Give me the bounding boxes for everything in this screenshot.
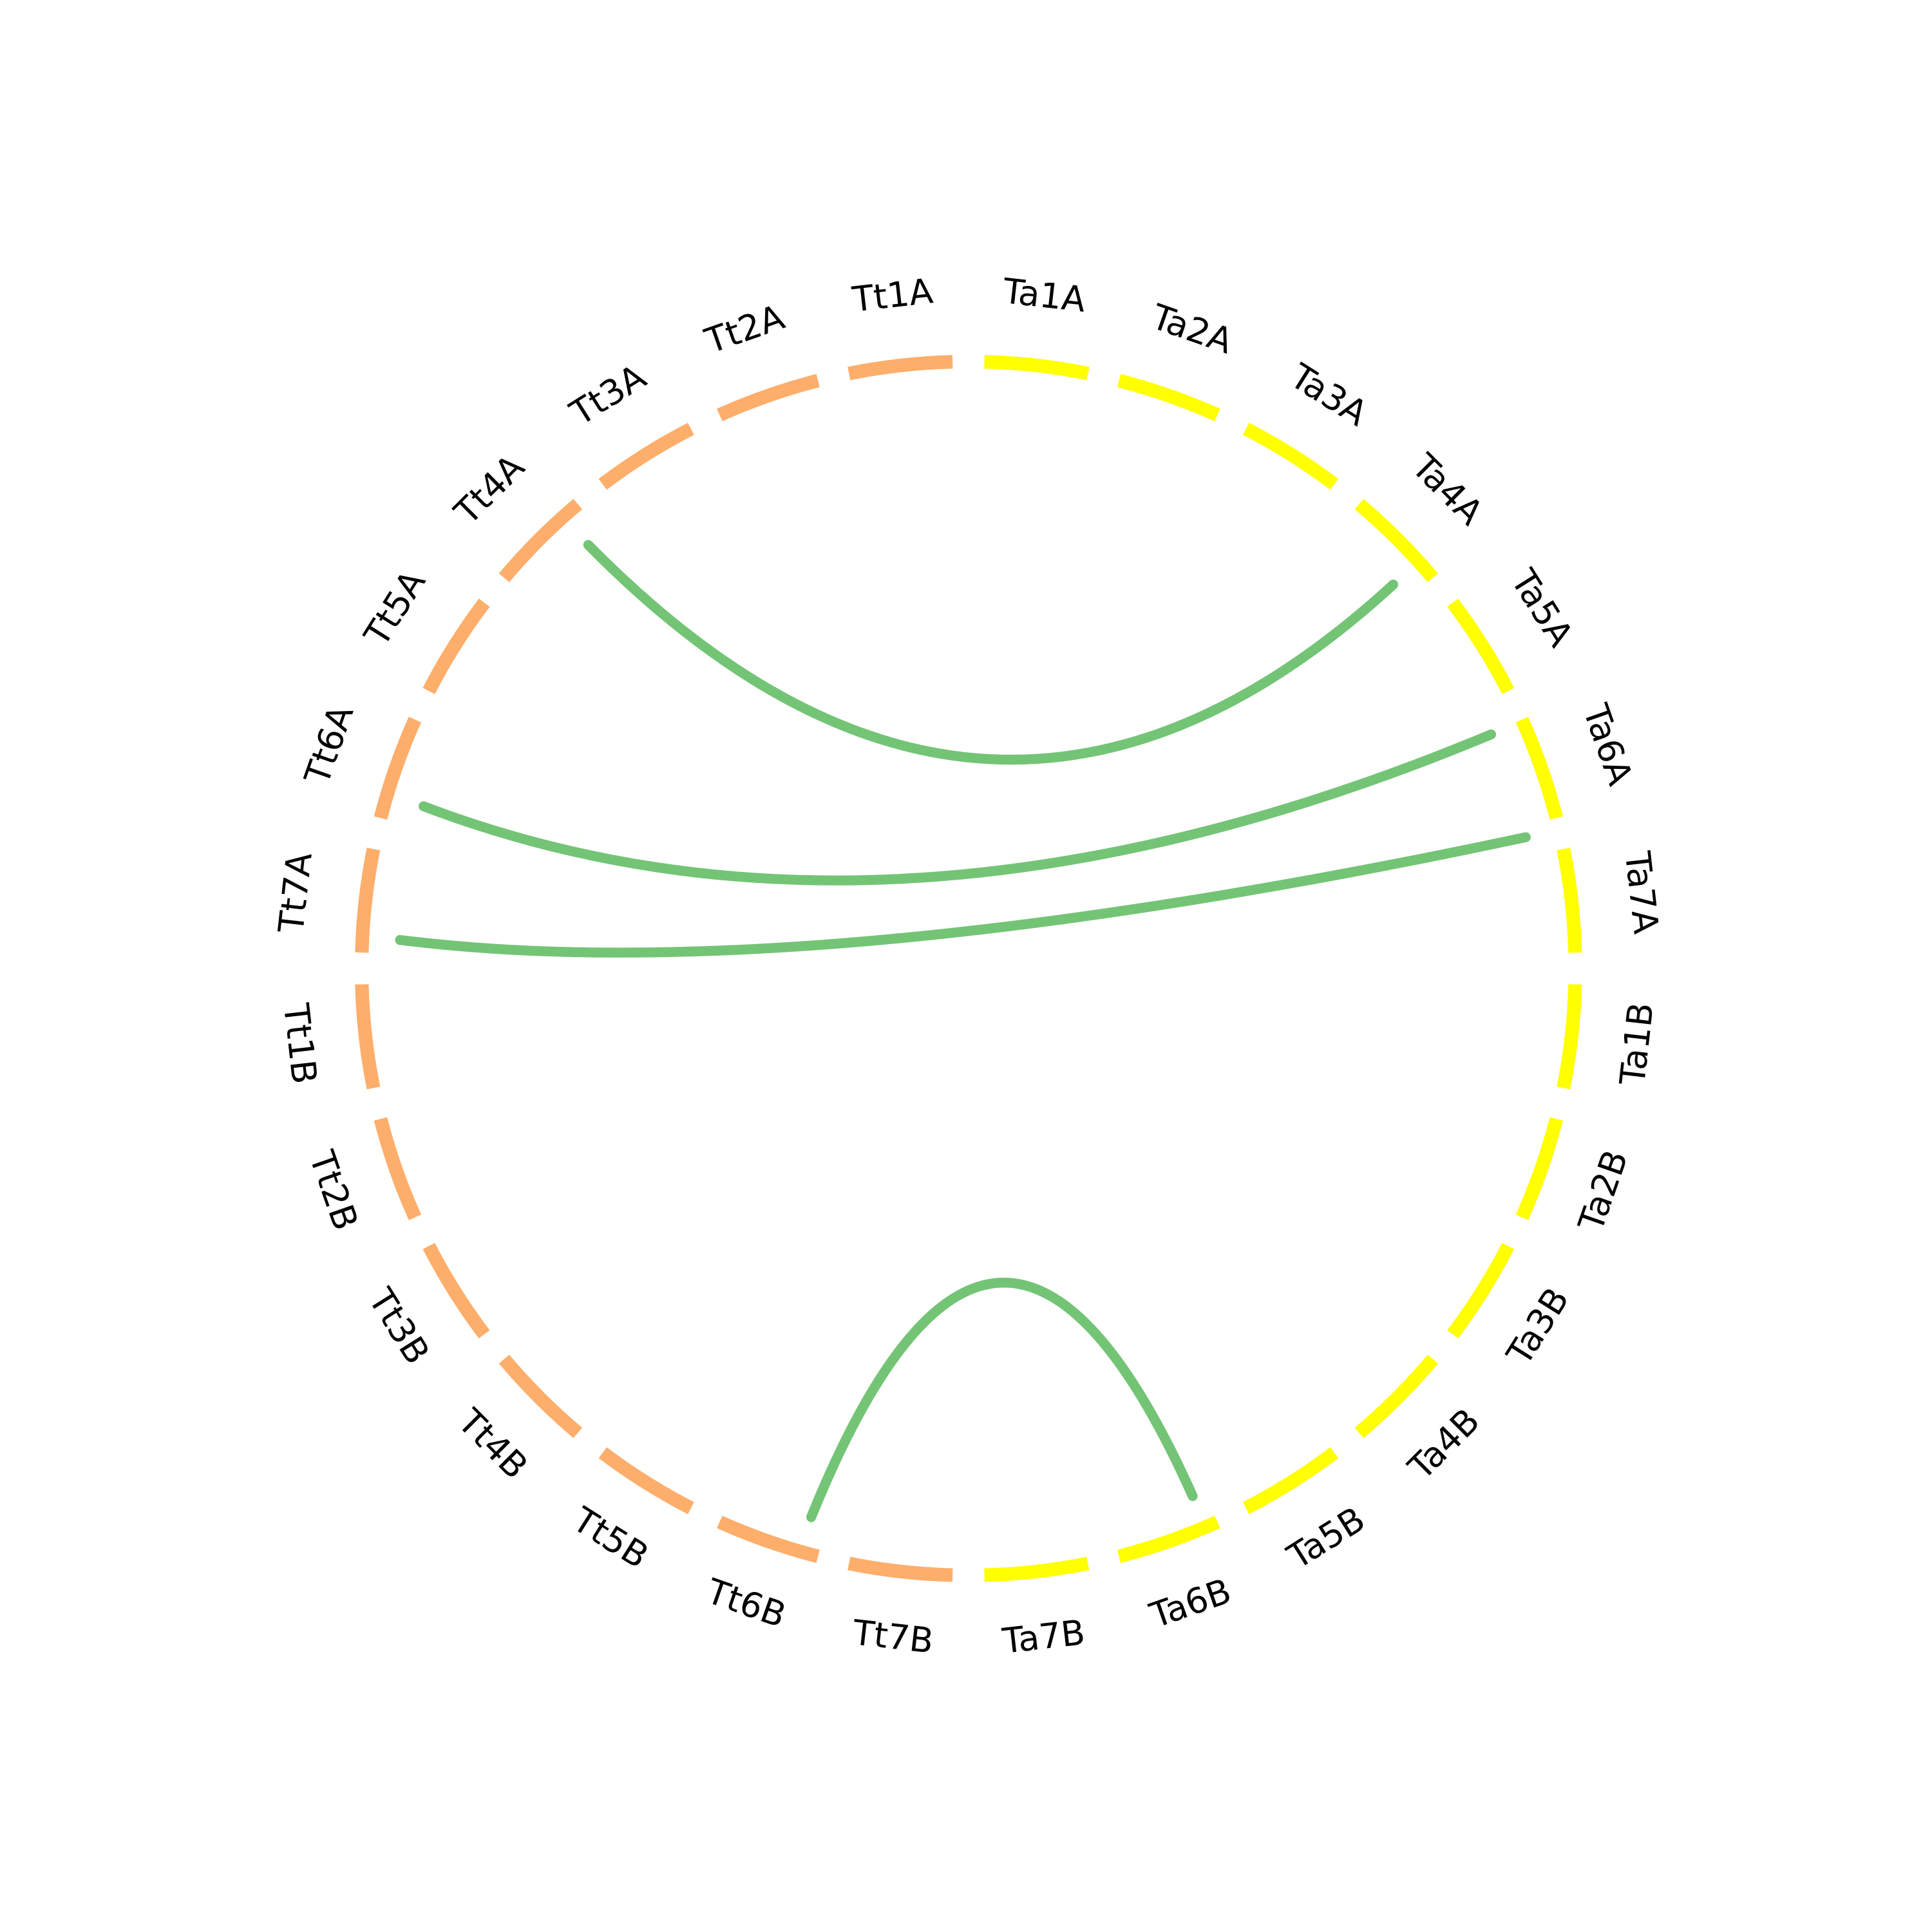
segment xyxy=(1242,422,1339,490)
segment xyxy=(498,1354,583,1439)
segment xyxy=(1557,984,1582,1090)
segment xyxy=(984,355,1090,381)
segment-label: Ta7B xyxy=(1000,1612,1087,1662)
segment-label: Ta5A xyxy=(1502,562,1581,654)
segment-label: Tt1A xyxy=(849,270,934,320)
segment-label: Tt3B xyxy=(360,1281,437,1371)
segment xyxy=(355,848,381,953)
segment-label: Tt6B xyxy=(701,1571,791,1636)
segment-label: Tt4A xyxy=(446,446,533,533)
segment xyxy=(1117,374,1220,422)
segment xyxy=(848,355,953,381)
segment xyxy=(598,1447,694,1515)
segment-label: Ta4A xyxy=(1403,446,1491,533)
segment xyxy=(848,1557,953,1582)
segment-label: Ta2B xyxy=(1570,1145,1636,1237)
segment-label: Ta7A xyxy=(1617,849,1667,936)
segment-label: Ta1A xyxy=(1000,270,1087,320)
segment-label: Tt1B xyxy=(276,1001,325,1086)
link xyxy=(419,729,1497,886)
segment-label: Ta3A xyxy=(1283,355,1375,434)
segment-label: Tt7A xyxy=(270,850,320,935)
segment-label: Tt2A xyxy=(699,296,790,361)
segment-label: Ta6B xyxy=(1144,1571,1236,1636)
segment-label: Tt5A xyxy=(356,563,434,653)
segment xyxy=(1447,598,1515,694)
segment xyxy=(1557,848,1582,953)
segment xyxy=(717,374,820,422)
segment-label: Ta1B xyxy=(1612,1001,1662,1088)
segment-label: Tt4B xyxy=(450,1401,536,1487)
segment-label: Ta6A xyxy=(1575,699,1641,791)
segment-label: Tt3A xyxy=(563,356,653,434)
segment xyxy=(422,1242,490,1339)
segment-label: Ta2A xyxy=(1146,296,1238,362)
segment xyxy=(498,498,583,583)
segment xyxy=(1515,1117,1563,1220)
segment xyxy=(717,1515,820,1563)
link xyxy=(395,832,1531,958)
segment-label: Ta4B xyxy=(1400,1401,1488,1488)
segment-label: Tt6A xyxy=(296,700,361,790)
link xyxy=(583,540,1399,765)
segment-label: Ta3B xyxy=(1499,1280,1577,1372)
segment xyxy=(1447,1242,1515,1339)
segment xyxy=(374,1117,422,1220)
segment xyxy=(1354,498,1439,583)
segment xyxy=(1117,1515,1220,1563)
segment-label: Tt5B xyxy=(565,1499,656,1577)
segment-label: Tt7B xyxy=(850,1612,935,1662)
segment xyxy=(598,422,694,490)
segment xyxy=(1515,717,1563,820)
links xyxy=(395,540,1531,1522)
segment xyxy=(1354,1354,1439,1439)
segment xyxy=(355,984,381,1090)
segment-label: Ta5B xyxy=(1280,1499,1372,1577)
segment xyxy=(422,598,490,694)
segment xyxy=(374,717,422,820)
link xyxy=(806,1277,1198,1522)
segment xyxy=(1242,1447,1339,1515)
segment xyxy=(984,1557,1090,1582)
segment-label: Tt2B xyxy=(301,1145,366,1235)
